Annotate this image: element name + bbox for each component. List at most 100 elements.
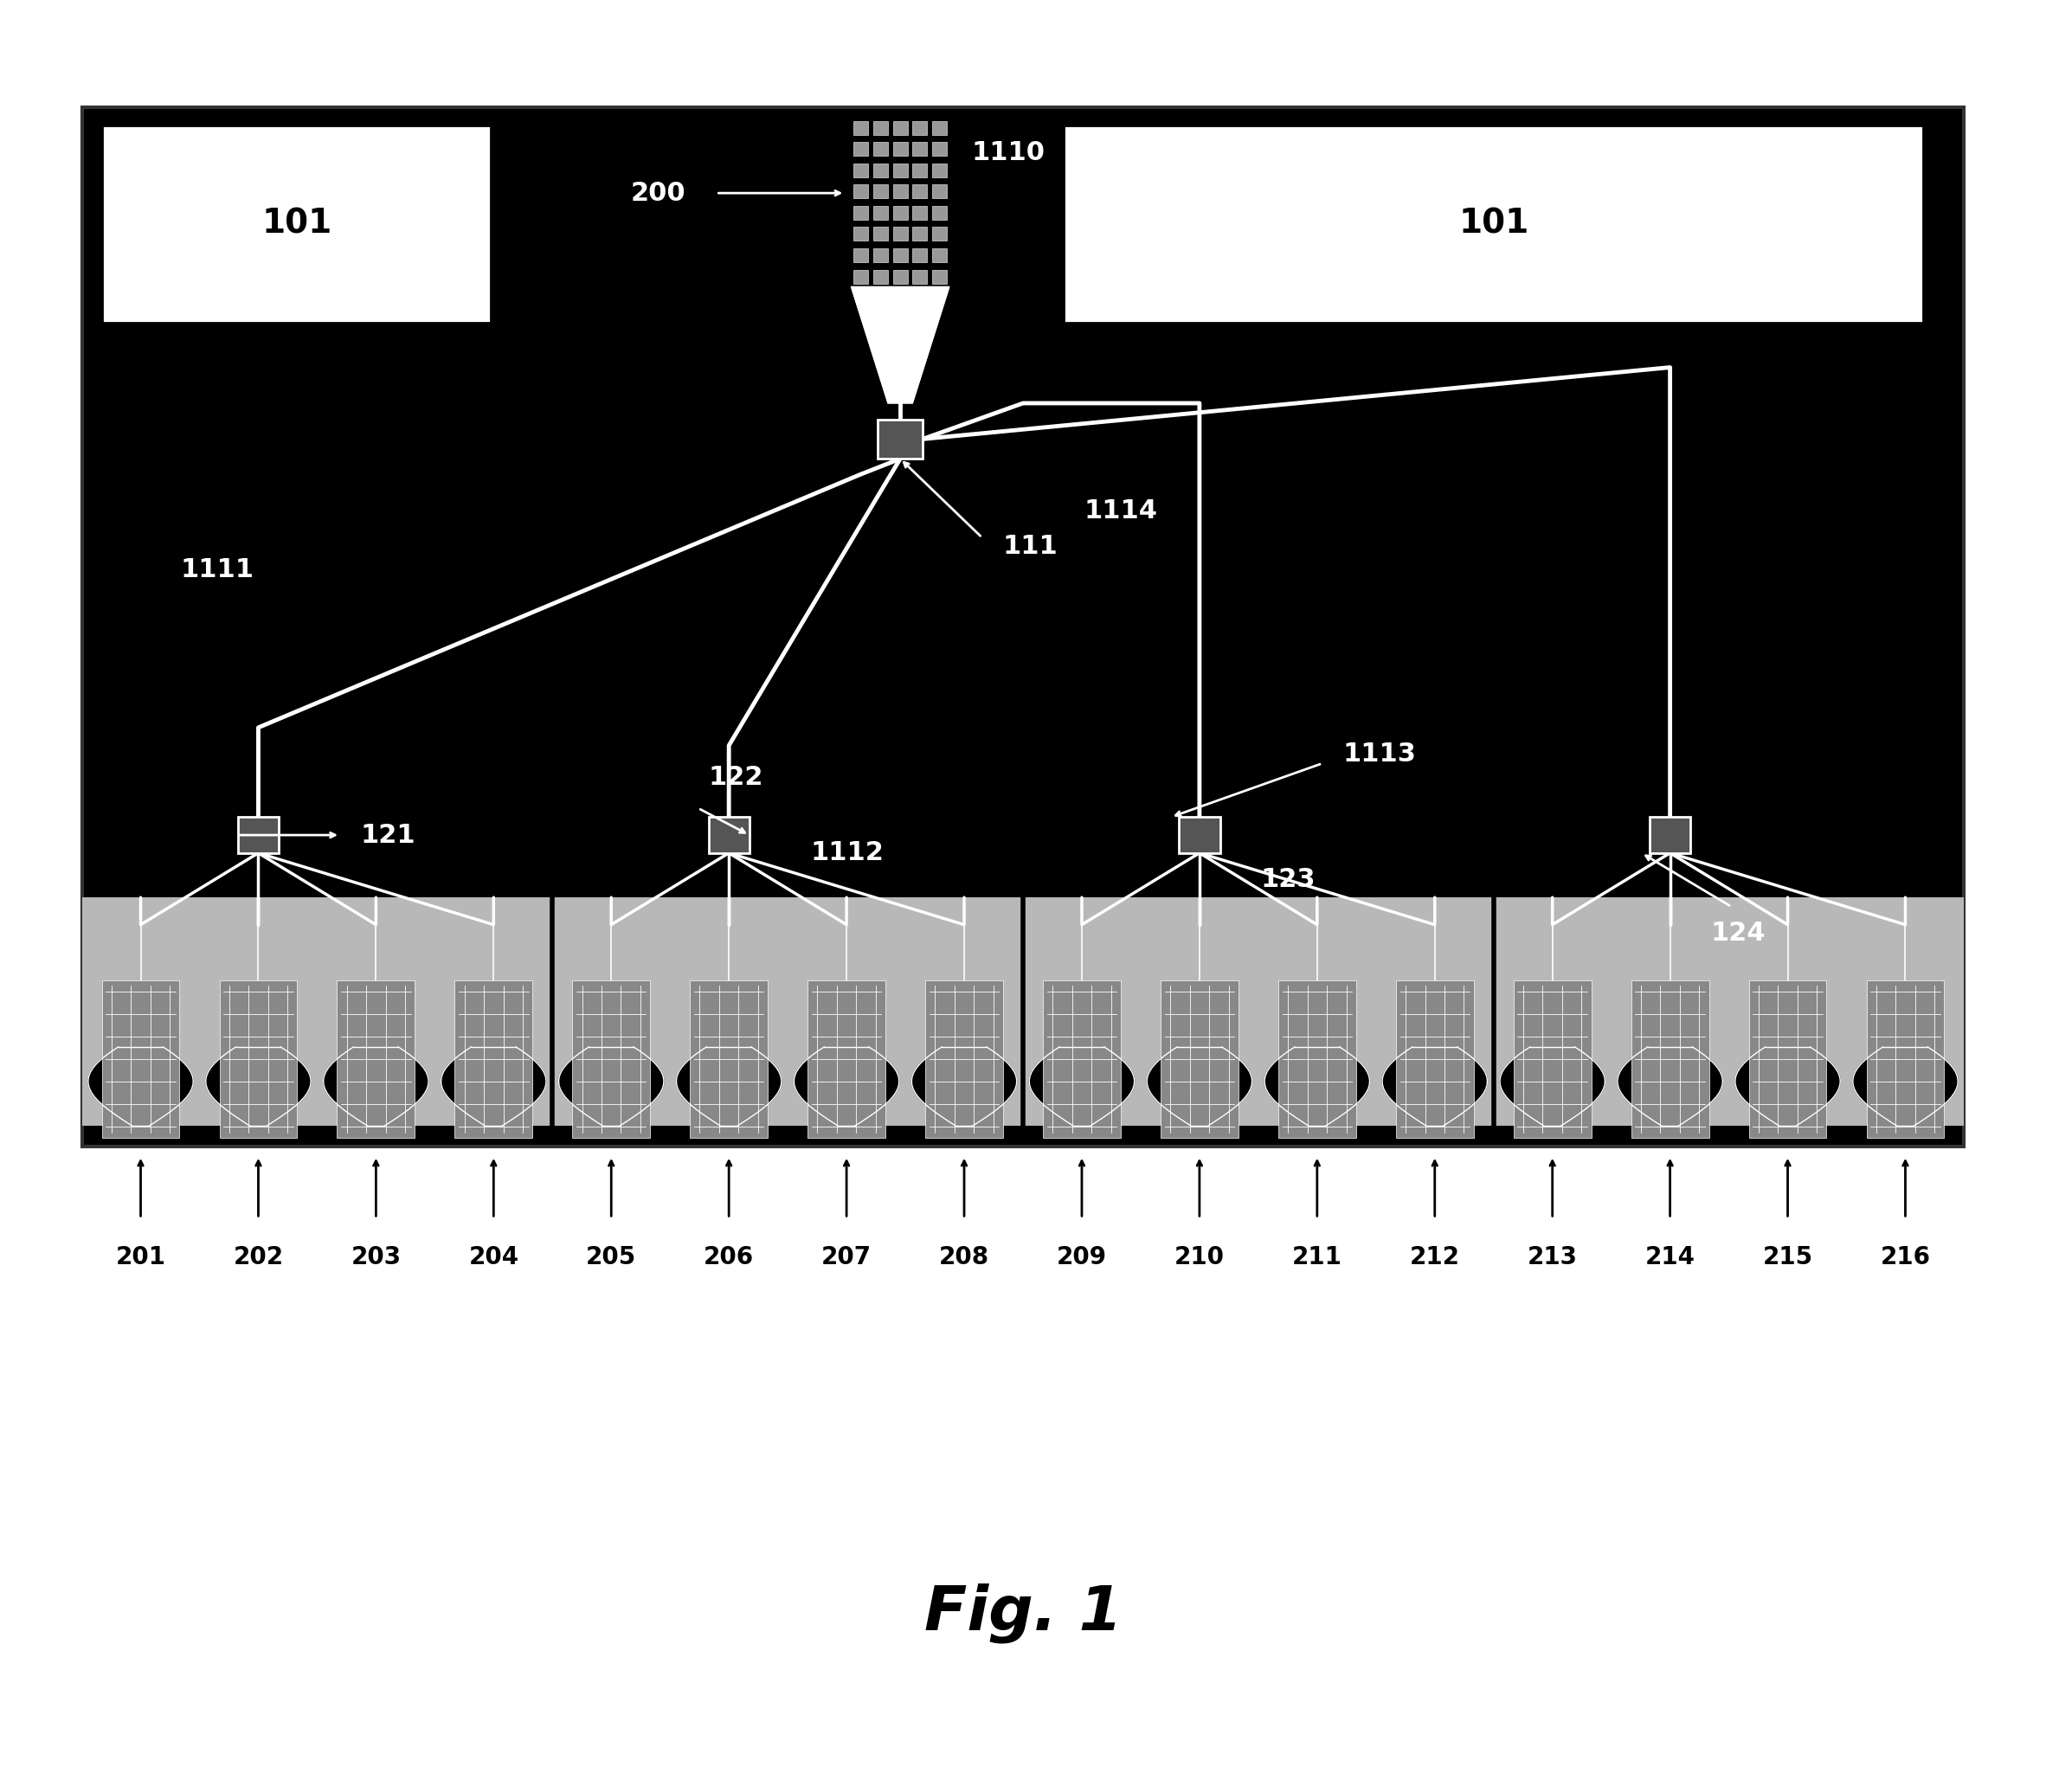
Bar xyxy=(690,980,767,1138)
Text: 211: 211 xyxy=(1293,1245,1342,1271)
Text: 210: 210 xyxy=(1174,1245,1226,1271)
Bar xyxy=(1178,817,1219,853)
Polygon shape xyxy=(677,1047,782,1125)
Polygon shape xyxy=(1500,1047,1604,1125)
Text: 208: 208 xyxy=(939,1245,990,1271)
Bar xyxy=(933,249,947,262)
Polygon shape xyxy=(1735,1047,1839,1125)
Bar xyxy=(874,185,888,199)
Text: 202: 202 xyxy=(233,1245,284,1271)
Bar xyxy=(892,206,908,220)
Polygon shape xyxy=(559,1047,663,1125)
Bar xyxy=(102,125,491,323)
Bar xyxy=(913,142,927,156)
Bar xyxy=(853,249,868,262)
Bar xyxy=(853,206,868,220)
Polygon shape xyxy=(323,1047,428,1125)
Bar xyxy=(1160,980,1238,1138)
Bar xyxy=(892,120,908,134)
Text: 122: 122 xyxy=(708,765,763,790)
Bar xyxy=(102,980,180,1138)
Text: 216: 216 xyxy=(1880,1245,1931,1271)
Bar xyxy=(338,980,415,1138)
Bar xyxy=(1866,980,1944,1138)
Bar xyxy=(853,185,868,199)
Text: 209: 209 xyxy=(1056,1245,1107,1271)
Bar xyxy=(925,980,1003,1138)
Bar xyxy=(892,249,908,262)
Text: 1112: 1112 xyxy=(810,840,884,866)
Bar xyxy=(933,120,947,134)
Bar xyxy=(913,206,927,220)
Text: 111: 111 xyxy=(1003,534,1058,559)
Polygon shape xyxy=(1148,1047,1252,1125)
Bar xyxy=(892,271,908,283)
Bar xyxy=(853,120,868,134)
Bar xyxy=(913,185,927,199)
Bar xyxy=(454,980,532,1138)
Text: 207: 207 xyxy=(820,1245,872,1271)
Bar xyxy=(933,206,947,220)
Text: 214: 214 xyxy=(1645,1245,1696,1271)
Bar xyxy=(1279,980,1356,1138)
Bar xyxy=(913,163,927,177)
Bar xyxy=(933,163,947,177)
Polygon shape xyxy=(794,1047,898,1125)
Polygon shape xyxy=(1854,1047,1958,1125)
Text: 1114: 1114 xyxy=(1084,498,1158,523)
Bar xyxy=(892,142,908,156)
Bar xyxy=(933,142,947,156)
Polygon shape xyxy=(88,1047,192,1125)
Bar xyxy=(892,185,908,199)
Text: 101: 101 xyxy=(262,208,331,240)
Bar xyxy=(82,898,1964,1125)
Text: 200: 200 xyxy=(630,181,685,206)
Text: 1110: 1110 xyxy=(972,140,1046,165)
Text: 1113: 1113 xyxy=(1342,742,1416,767)
Bar xyxy=(1749,980,1827,1138)
Text: 124: 124 xyxy=(1710,921,1766,946)
Text: 213: 213 xyxy=(1526,1245,1577,1271)
Bar xyxy=(853,142,868,156)
Bar xyxy=(913,120,927,134)
Bar xyxy=(874,142,888,156)
Polygon shape xyxy=(913,1047,1017,1125)
Text: 215: 215 xyxy=(1762,1245,1813,1271)
Polygon shape xyxy=(851,287,949,403)
Text: 121: 121 xyxy=(360,823,415,848)
Bar xyxy=(874,120,888,134)
Bar xyxy=(933,185,947,199)
Bar xyxy=(933,271,947,283)
Bar xyxy=(1649,817,1690,853)
Bar xyxy=(913,249,927,262)
Bar xyxy=(878,419,923,459)
Bar xyxy=(708,817,749,853)
Text: 204: 204 xyxy=(469,1245,520,1271)
Bar xyxy=(237,817,278,853)
Polygon shape xyxy=(1383,1047,1487,1125)
Text: 203: 203 xyxy=(350,1245,401,1271)
Bar xyxy=(874,271,888,283)
Bar xyxy=(933,228,947,240)
Polygon shape xyxy=(1618,1047,1723,1125)
Bar xyxy=(892,163,908,177)
Bar xyxy=(573,980,651,1138)
Bar xyxy=(1631,980,1708,1138)
Bar xyxy=(892,228,908,240)
Bar xyxy=(1395,980,1473,1138)
Text: 201: 201 xyxy=(115,1245,166,1271)
Bar xyxy=(874,163,888,177)
Bar xyxy=(808,980,886,1138)
Text: 212: 212 xyxy=(1410,1245,1461,1271)
Bar xyxy=(853,228,868,240)
Bar xyxy=(913,271,927,283)
Bar xyxy=(1043,980,1121,1138)
Bar xyxy=(853,163,868,177)
Text: 1111: 1111 xyxy=(180,557,254,582)
Bar xyxy=(853,271,868,283)
Polygon shape xyxy=(207,1047,311,1125)
Polygon shape xyxy=(442,1047,546,1125)
Text: 205: 205 xyxy=(585,1245,636,1271)
Bar xyxy=(1064,125,1923,323)
Bar xyxy=(913,228,927,240)
